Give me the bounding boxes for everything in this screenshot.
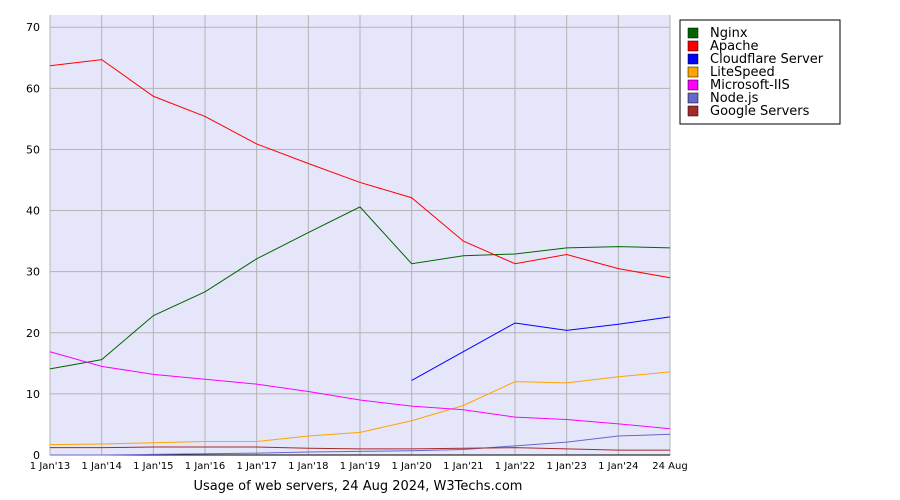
series-line — [50, 433, 671, 456]
legend-box — [679, 19, 841, 125]
x-tick-label: 1 Jan'16 — [185, 461, 225, 472]
legend-swatch — [687, 79, 699, 91]
chart-title: Usage of web servers, 24 Aug 2024, W3Tec… — [194, 479, 523, 494]
y-tick-label: 40 — [26, 205, 40, 218]
x-tick-label: 1 Jan'20 — [391, 461, 431, 472]
y-tick-label: 0 — [33, 449, 40, 462]
x-tick-label: 1 Jan'24 — [598, 461, 638, 472]
legend-swatch — [687, 40, 699, 52]
series-line — [49, 371, 671, 446]
legend-swatch — [687, 105, 699, 117]
series-line — [49, 206, 671, 370]
legend-label: Nginx — [710, 26, 748, 41]
y-tick-label: 20 — [26, 327, 40, 340]
y-tick-label: 10 — [26, 388, 40, 401]
x-tick-label: 1 Jan'19 — [340, 461, 380, 472]
y-tick-label: 30 — [26, 266, 40, 279]
x-tick-label: 1 Jan'18 — [288, 461, 328, 472]
legend-swatch — [687, 27, 699, 39]
legend-label: LiteSpeed — [710, 65, 775, 80]
legend-label: Cloudflare Server — [710, 52, 824, 67]
legend-label: Apache — [710, 39, 759, 54]
legend-label: Microsoft-IIS — [710, 78, 790, 93]
x-tick-label: 1 Jan'22 — [495, 461, 535, 472]
x-tick-label: 1 Jan'15 — [133, 461, 173, 472]
x-tick-label: 1 Jan'21 — [443, 461, 483, 472]
y-tick-label: 50 — [26, 143, 40, 156]
x-tick-label: 1 Jan'14 — [81, 461, 121, 472]
legend-swatch — [687, 53, 699, 65]
series-line — [49, 59, 671, 279]
legend-swatch — [687, 66, 699, 78]
x-tick-label: 24 Aug — [652, 461, 687, 472]
series-line — [411, 316, 671, 381]
y-tick-label: 70 — [26, 21, 40, 34]
x-tick-label: 1 Jan'13 — [30, 461, 70, 472]
x-tick-label: 1 Jan'23 — [546, 461, 586, 472]
y-tick-label: 60 — [26, 82, 40, 95]
legend-label: Google Servers — [710, 104, 810, 119]
series-line — [50, 446, 670, 451]
series-line — [49, 351, 671, 430]
x-tick-label: 1 Jan'17 — [236, 461, 276, 472]
legend-swatch — [687, 92, 699, 104]
legend-label: Node.js — [710, 91, 759, 106]
